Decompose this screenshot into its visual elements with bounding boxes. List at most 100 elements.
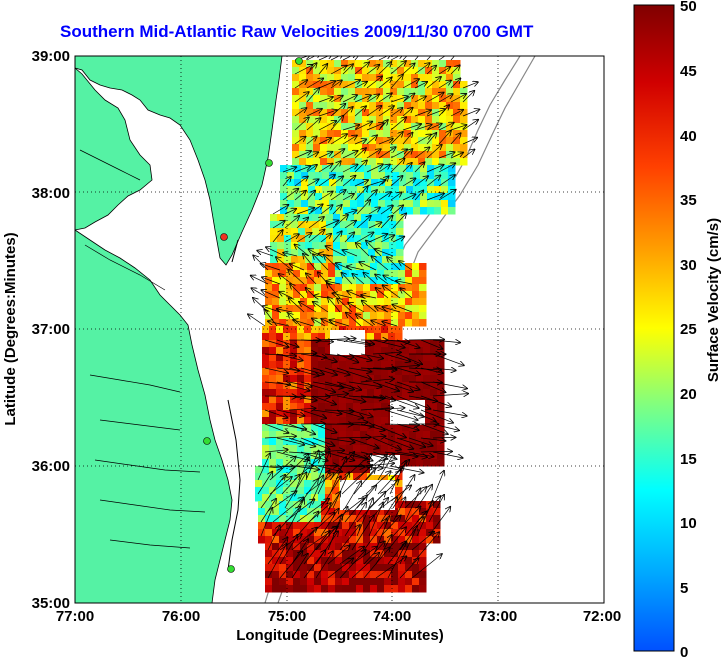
velocity-cell xyxy=(405,571,413,579)
velocity-cell xyxy=(342,305,350,313)
velocity-cell xyxy=(419,277,427,285)
velocity-cell xyxy=(391,543,399,551)
velocity-vector xyxy=(318,138,331,145)
velocity-cell xyxy=(376,88,384,96)
velocity-cell xyxy=(383,130,391,138)
velocity-cell xyxy=(292,95,300,103)
velocity-vector xyxy=(404,489,420,523)
velocity-vector xyxy=(432,423,459,430)
velocity-cell xyxy=(437,375,445,383)
velocity-cell xyxy=(262,494,270,502)
velocity-vector xyxy=(390,149,407,159)
velocity-cell xyxy=(297,389,305,397)
velocity-cell xyxy=(287,186,295,194)
velocity-cell xyxy=(354,214,362,222)
velocity-cell xyxy=(335,578,343,586)
velocity-cell xyxy=(318,466,326,474)
y-tick-label: 39:00 xyxy=(32,48,70,65)
velocity-cell xyxy=(315,165,323,173)
velocity-vector xyxy=(260,475,285,509)
colorbar-tick-label: 30 xyxy=(680,257,697,274)
velocity-cell xyxy=(398,284,406,292)
velocity-cell xyxy=(378,207,386,215)
velocity-cell xyxy=(412,564,420,572)
velocity-cell xyxy=(347,242,355,250)
velocity-cell xyxy=(420,165,428,173)
velocity-cell xyxy=(418,60,426,68)
velocity-cell xyxy=(307,263,315,271)
velocity-cell xyxy=(405,557,413,565)
velocity-cell xyxy=(405,508,413,516)
velocity-vector xyxy=(248,314,266,327)
velocity-vector xyxy=(279,535,298,565)
velocity-cell xyxy=(301,193,309,201)
velocity-cell xyxy=(363,585,371,593)
velocity-vector xyxy=(368,503,383,537)
velocity-cell xyxy=(284,235,292,243)
velocity-cell xyxy=(384,522,392,530)
velocity-cell xyxy=(312,221,320,229)
velocity-cell xyxy=(311,487,319,495)
x-tick-label: 77:00 xyxy=(56,608,94,625)
velocity-vector xyxy=(348,437,379,448)
velocity-vector xyxy=(336,339,370,345)
velocity-cell xyxy=(290,333,298,341)
velocity-cell xyxy=(332,431,340,439)
velocity-cell xyxy=(348,116,356,124)
velocity-cell xyxy=(419,571,427,579)
velocity-cell xyxy=(325,368,333,376)
velocity-vector xyxy=(402,94,414,103)
velocity-cell xyxy=(378,172,386,180)
velocity-cell xyxy=(381,431,389,439)
velocity-cell xyxy=(361,228,369,236)
velocity-cell xyxy=(283,480,291,488)
velocity-cell xyxy=(416,396,424,404)
velocity-vector xyxy=(390,108,402,117)
velocity-cell xyxy=(342,550,350,558)
velocity-cell xyxy=(349,284,357,292)
velocity-cell xyxy=(315,172,323,180)
velocity-cell xyxy=(374,424,382,432)
velocity-cell xyxy=(300,571,308,579)
velocity-cell xyxy=(419,522,427,530)
velocity-cell xyxy=(306,151,314,159)
velocity-cell xyxy=(353,452,361,460)
velocity-cell xyxy=(300,585,308,593)
velocity-cell xyxy=(294,200,302,208)
velocity-cell xyxy=(262,340,270,348)
velocity-cell xyxy=(325,494,333,502)
velocity-cell xyxy=(326,249,334,257)
velocity-cell xyxy=(280,193,288,201)
velocity-cell xyxy=(304,438,312,446)
velocity-vector xyxy=(420,367,443,373)
velocity-cell xyxy=(328,305,336,313)
velocity-cell xyxy=(426,536,434,544)
velocity-vector xyxy=(348,424,374,426)
velocity-cell xyxy=(395,494,403,502)
velocity-cell xyxy=(391,522,399,530)
velocity-cell xyxy=(290,368,298,376)
velocity-cell xyxy=(327,116,335,124)
velocity-cell xyxy=(405,312,413,320)
velocity-vector xyxy=(378,93,392,103)
velocity-vector xyxy=(288,395,317,400)
velocity-cell xyxy=(333,256,341,264)
velocity-vector xyxy=(351,516,374,551)
velocity-cell xyxy=(327,158,335,166)
velocity-cell xyxy=(348,137,356,145)
y-axis-label: Latitude (Degrees:Minutes) xyxy=(2,232,19,425)
velocity-cell xyxy=(388,340,396,348)
velocity-cell xyxy=(321,522,329,530)
velocity-vector xyxy=(366,76,382,89)
velocity-vector xyxy=(389,461,406,495)
velocity-cell xyxy=(374,473,382,481)
velocity-cell xyxy=(377,550,385,558)
velocity-cell xyxy=(339,466,347,474)
velocity-cell xyxy=(341,144,349,152)
velocity-vector xyxy=(356,200,370,215)
velocity-cell xyxy=(347,214,355,222)
velocity-cell xyxy=(300,270,308,278)
land-mass-west xyxy=(75,67,153,231)
velocity-cell xyxy=(377,585,385,593)
velocity-cell xyxy=(328,529,336,537)
